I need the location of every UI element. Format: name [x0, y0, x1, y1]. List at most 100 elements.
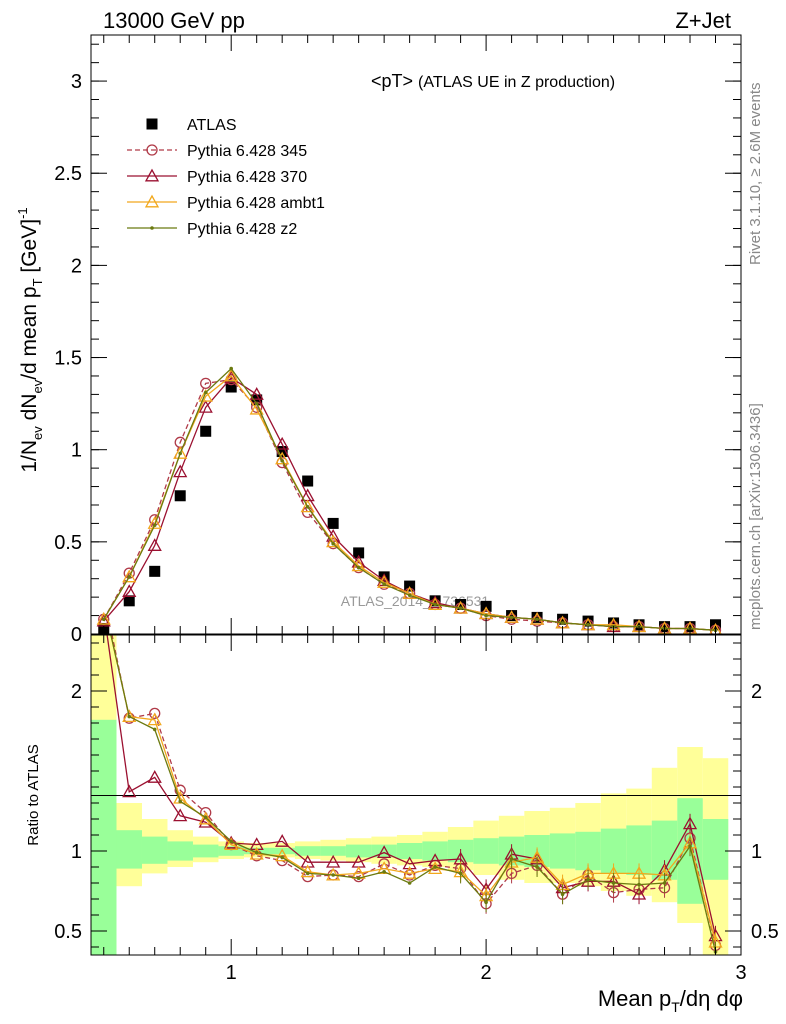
- band-segment: [371, 844, 397, 858]
- ratio-panel-axes: 0.5 0.5 1 1 2 2 1 2 3: [54, 635, 779, 984]
- side-text-rivet: Rivet 3.1.10, ≥ 2.6M events: [747, 83, 764, 266]
- data-point: [96, 611, 111, 625]
- band-segment: [116, 830, 142, 869]
- data-point: [224, 368, 239, 382]
- data-point: [455, 599, 467, 611]
- band-segment: [422, 841, 448, 861]
- legend-entry: Pythia 6.428 ambt1: [127, 194, 325, 212]
- band-segment: [473, 838, 499, 864]
- ratio-panel-plot: [98, 597, 723, 955]
- y-tick-label: 0: [71, 624, 82, 646]
- data-point: [280, 458, 284, 463]
- side-text-mcplots: mcplots.cern.ch [arXiv:1306.3436]: [747, 403, 764, 630]
- band-segment: [141, 836, 168, 864]
- svg-text:Mean pT/dη dφ: Mean pT/dη dφ: [598, 986, 743, 1015]
- ratio-y-tick-label-right: 1: [751, 841, 762, 863]
- ratio-point: [356, 876, 361, 880]
- data-point: [327, 517, 339, 529]
- data-point: [249, 387, 264, 400]
- data-point: [152, 523, 157, 528]
- ratio-y-tick-label-right: 0.5: [751, 921, 779, 943]
- ratio-point: [102, 601, 106, 605]
- data-point: [382, 582, 386, 587]
- ratio-point: [224, 837, 239, 851]
- data-point: [407, 593, 412, 598]
- ratio-point: [560, 892, 565, 896]
- legend-label: Pythia 6.428 z2: [187, 221, 297, 238]
- y-tick-label: 1: [71, 440, 82, 462]
- data-point: [429, 595, 441, 607]
- legend-marker: [144, 194, 160, 208]
- ratio-point: [682, 816, 698, 830]
- ratio-point: [535, 865, 539, 869]
- ratio-point: [275, 848, 290, 862]
- data-point: [480, 600, 492, 612]
- ratio-point: [382, 870, 386, 874]
- ratio-point: [149, 707, 161, 720]
- ratio-line: [110, 635, 717, 943]
- y-tick-label: 3: [71, 71, 82, 93]
- data-point: [147, 516, 162, 529]
- legend-entry: Pythia 6.428 z2: [127, 221, 297, 238]
- ratio-point: [147, 712, 162, 726]
- data-point: [433, 602, 437, 607]
- data-point: [506, 610, 518, 622]
- data-point: [122, 584, 137, 598]
- header-right: Z+Jet: [675, 8, 731, 33]
- ratio-point: [377, 845, 392, 859]
- ratio-line: [111, 635, 717, 946]
- band-segment: [167, 841, 193, 861]
- data-point: [509, 615, 514, 620]
- data-point: [428, 595, 443, 609]
- data-point: [178, 451, 183, 456]
- data-point: [557, 613, 569, 625]
- data-point: [229, 366, 233, 371]
- data-point: [404, 580, 416, 592]
- series-line: [103, 375, 716, 631]
- band-segment: [218, 846, 244, 856]
- data-point: [458, 606, 463, 610]
- ratio-series-3: [102, 601, 718, 955]
- legend-marker: [146, 144, 158, 156]
- ratio-point: [509, 857, 514, 861]
- ratio-y-tick-label: 2: [71, 681, 82, 703]
- ratio-point: [254, 850, 259, 855]
- data-point: [326, 534, 341, 548]
- ratio-point: [662, 881, 667, 885]
- ratio-point: [98, 597, 110, 608]
- legend-entry: ATLAS: [146, 117, 237, 134]
- ratio-point: [403, 869, 416, 881]
- band-green: [91, 719, 729, 955]
- data-point: [254, 401, 259, 406]
- data-point: [127, 575, 132, 579]
- data-point: [200, 377, 212, 389]
- ratio-point: [586, 878, 590, 882]
- ratio-line: [106, 635, 717, 936]
- data-point: [582, 615, 594, 627]
- data-point: [123, 595, 135, 607]
- data-point: [535, 617, 539, 622]
- ratio-point: [203, 815, 208, 820]
- main-panel-axes: 0 0.5 1 1.5 2 2.5 3: [54, 35, 742, 646]
- x-tick-label: 3: [735, 962, 746, 984]
- ratio-line: [110, 635, 717, 952]
- x-tick-label: 1: [226, 962, 237, 984]
- band-segment: [91, 719, 117, 955]
- ratio-point: [326, 854, 341, 868]
- data-point: [402, 586, 417, 599]
- legend-marker: [150, 226, 154, 230]
- ratio-panel-frame: [90, 634, 742, 956]
- ratio-point: [305, 871, 310, 876]
- ratio-point: [275, 834, 290, 847]
- ratio-point: [611, 881, 616, 885]
- legend-marker: [144, 168, 160, 182]
- data-point: [608, 617, 620, 629]
- legend-label: Pythia 6.428 ambt1: [187, 195, 325, 212]
- legend: ATLAS Pythia 6.428 345 Pythia 6.428 370 Pyt…: [127, 117, 325, 238]
- ratio-point: [123, 712, 135, 724]
- ratio-point: [407, 881, 412, 885]
- ratio-point: [122, 709, 137, 723]
- ratio-y-tick-label: 1: [71, 841, 82, 863]
- data-point: [225, 381, 237, 393]
- data-point: [560, 621, 565, 625]
